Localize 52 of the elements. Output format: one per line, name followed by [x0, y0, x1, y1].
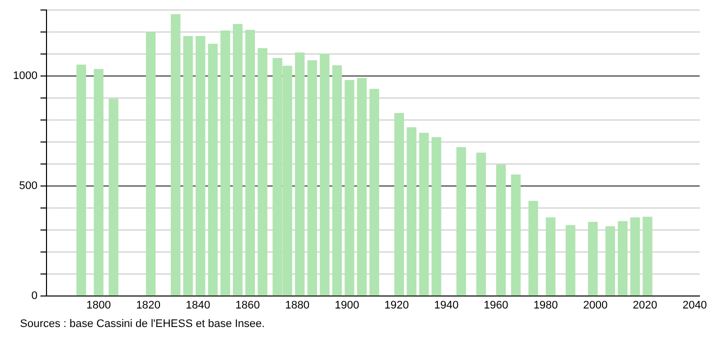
- x-tick-label: 2020: [632, 299, 658, 312]
- bar: [456, 147, 466, 296]
- bar: [94, 69, 104, 296]
- bar: [511, 174, 521, 296]
- x-tick-label: 1900: [334, 299, 360, 312]
- bar: [146, 32, 156, 296]
- x-tick-label: 1880: [285, 299, 310, 312]
- bar: [432, 137, 442, 296]
- bar: [170, 14, 180, 296]
- x-tick-label: 2000: [583, 299, 608, 312]
- bar: [642, 216, 652, 296]
- bar: [394, 113, 404, 296]
- bar: [357, 78, 367, 296]
- bar: [183, 36, 193, 296]
- x-tick-label: 1940: [434, 299, 459, 312]
- bar: [476, 152, 486, 296]
- x-tick-label: 1960: [484, 299, 508, 312]
- x-tick-label: 2040: [682, 299, 707, 312]
- bar: [196, 36, 206, 296]
- bar: [108, 98, 118, 296]
- bar: [588, 222, 598, 296]
- bar: [258, 48, 268, 296]
- bar: [528, 200, 538, 296]
- y-tick-label: 0: [31, 290, 38, 302]
- x-tick-label: 1840: [186, 299, 210, 312]
- bar: [220, 30, 230, 296]
- bar: [208, 44, 218, 296]
- source-note: Sources : base Cassini de l'EHESS et base Insee.: [20, 318, 265, 330]
- bar: [419, 132, 429, 296]
- x-tick-label: 1980: [533, 299, 558, 312]
- bar: [605, 226, 616, 296]
- bar: [245, 30, 255, 296]
- bar: [320, 54, 330, 296]
- x-tick-label: 1800: [86, 299, 111, 312]
- bar: [294, 52, 305, 296]
- bar: [406, 127, 416, 296]
- bar: [76, 64, 86, 296]
- y-tick-label: 1000: [12, 70, 38, 82]
- bar: [496, 164, 506, 296]
- bar: [630, 217, 640, 296]
- bar: [566, 225, 576, 296]
- bar: [369, 88, 380, 296]
- bar: [307, 60, 318, 296]
- y-tick-label: 500: [19, 180, 38, 192]
- x-tick-label: 1820: [136, 299, 161, 312]
- bar: [232, 24, 243, 296]
- bar: [618, 221, 628, 296]
- bar: [344, 80, 354, 296]
- x-tick-label: 1920: [384, 299, 409, 312]
- bar: [332, 65, 342, 296]
- bar: [546, 217, 556, 296]
- x-tick-label: 1860: [235, 299, 260, 312]
